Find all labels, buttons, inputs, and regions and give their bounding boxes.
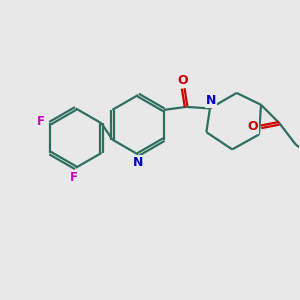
Text: N: N bbox=[206, 94, 216, 106]
Text: F: F bbox=[37, 115, 45, 128]
Text: N: N bbox=[133, 156, 143, 169]
Text: F: F bbox=[70, 171, 78, 184]
Text: O: O bbox=[248, 120, 258, 133]
Text: O: O bbox=[178, 74, 188, 87]
